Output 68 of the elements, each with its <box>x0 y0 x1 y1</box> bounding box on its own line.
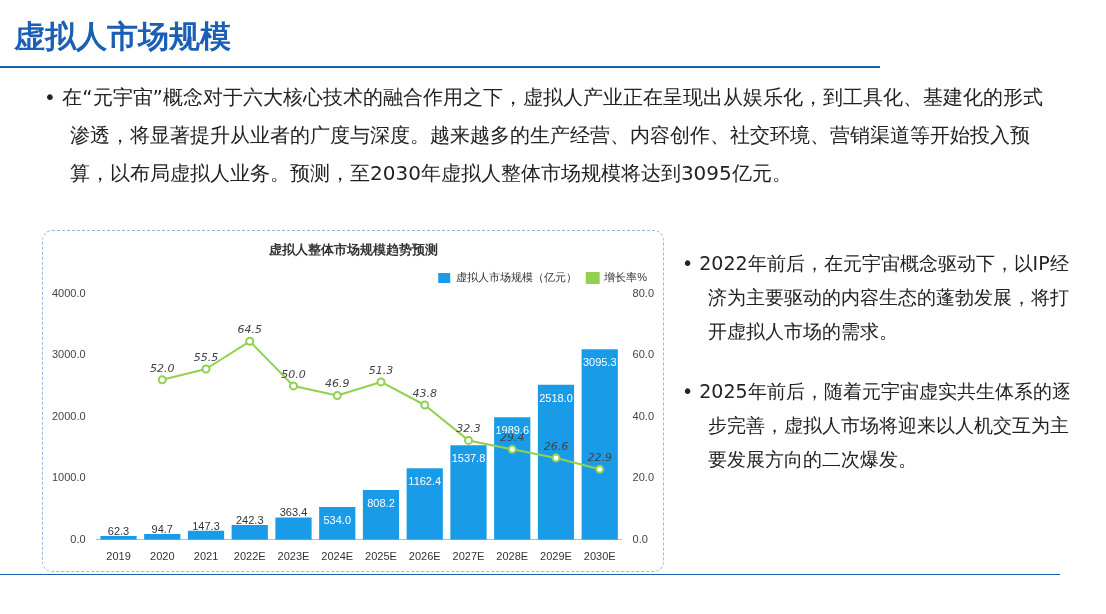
y2-tick-label: 0.0 <box>632 532 648 545</box>
data-label: 32.3 <box>456 422 481 436</box>
y-tick-label: 4000.0 <box>51 286 86 299</box>
data-label: 22.9 <box>587 451 612 465</box>
bar <box>581 349 618 540</box>
data-label: 62.3 <box>107 525 130 537</box>
x-tick-label: 2026E <box>408 550 441 563</box>
text: • 在“元宇宙”概念对于六大核心技术的融合作用之下，虚拟人产业正在呈现出从娱乐化，到工具化、基建化的形式渗透，将显著提升从业者的广度与深度。越来越多的生产经营、内容创作、社交环境、营销渠道等开始投入预算，以布局虚拟人业务。预测，至2030年虚拟人整体市场规模将达到3095亿元。 <box>44 84 1044 187</box>
point <box>507 444 517 454</box>
point <box>595 464 605 474</box>
data-label: 1537.8 <box>451 452 486 465</box>
data-label: 3095.3 <box>582 356 617 369</box>
y-tick-label: 2000.0 <box>51 409 86 422</box>
text: • 2022年前后，在元宇宙概念驱动下，以IP经济为主要驱动的内容生态的蓬勃发展，将打开虚拟人市场的需求。 <box>682 251 1070 344</box>
data-label: 55.5 <box>193 350 219 364</box>
y-tick-label: 3000.0 <box>51 348 86 361</box>
x-tick-label: 2029E <box>540 550 572 563</box>
point <box>289 381 298 391</box>
bar <box>450 445 487 540</box>
legend-label: 增长率% <box>603 271 648 284</box>
data-label: 64.5 <box>237 323 262 337</box>
point <box>157 375 167 385</box>
bar <box>275 517 312 540</box>
y2-tick-label: 60.0 <box>632 348 655 361</box>
x-tick-label: 2030E <box>583 550 616 563</box>
point <box>420 400 430 410</box>
data-label: 147.3 <box>192 519 220 532</box>
bar <box>494 417 531 540</box>
chart-title: 虚拟人整体市场规模趋势预测 <box>267 242 438 258</box>
bar <box>537 384 575 540</box>
y2-tick-label: 80.0 <box>632 286 655 299</box>
y-tick-label: 1000.0 <box>51 471 86 484</box>
legend-label: 虚拟人市场规模（亿元） <box>455 271 577 284</box>
bar <box>362 490 400 540</box>
data-label: 46.9 <box>324 377 350 391</box>
data-label: 534.0 <box>323 513 352 526</box>
x-tick-label: 2024E <box>321 550 354 563</box>
data-label: 1162.4 <box>408 475 442 488</box>
data-label: 51.3 <box>368 363 394 377</box>
data-label: 43.8 <box>412 386 437 400</box>
y2-tick-label: 40.0 <box>632 409 655 422</box>
y-tick-label: 0.0 <box>70 532 86 545</box>
data-label: 363.4 <box>279 506 308 519</box>
data-label: 242.3 <box>235 513 264 526</box>
point <box>201 364 211 374</box>
point <box>332 390 342 400</box>
bar <box>406 468 443 540</box>
text: 虚拟人市场规模 <box>14 17 231 56</box>
x-tick-label: 2020 <box>150 550 175 563</box>
x-tick-label: 2023E <box>277 550 310 563</box>
y2-tick-label: 20.0 <box>632 471 655 484</box>
point <box>376 377 386 387</box>
point <box>245 336 255 346</box>
point <box>551 453 561 463</box>
x-tick-label: 2019 <box>106 550 131 563</box>
x-tick-label: 2028E <box>496 550 529 563</box>
x-tick-label: 2022E <box>233 550 266 563</box>
data-label: 2518.0 <box>539 391 573 404</box>
x-tick-label: 2021 <box>193 550 219 563</box>
data-label: 808.2 <box>367 497 395 510</box>
bar <box>231 524 268 540</box>
x-tick-label: 2027E <box>452 550 485 563</box>
text: • 2025年前后，随着元宇宙虚实共生体系的逐步完善，虚拟人市场将迎来以人机交互为主要发展方向的二次爆发。 <box>682 379 1072 472</box>
point <box>463 435 473 445</box>
data-label: 94.7 <box>151 523 173 535</box>
data-label: 52.0 <box>150 361 175 375</box>
x-tick-label: 2025E <box>365 550 397 563</box>
data-label: 26.6 <box>543 439 569 453</box>
